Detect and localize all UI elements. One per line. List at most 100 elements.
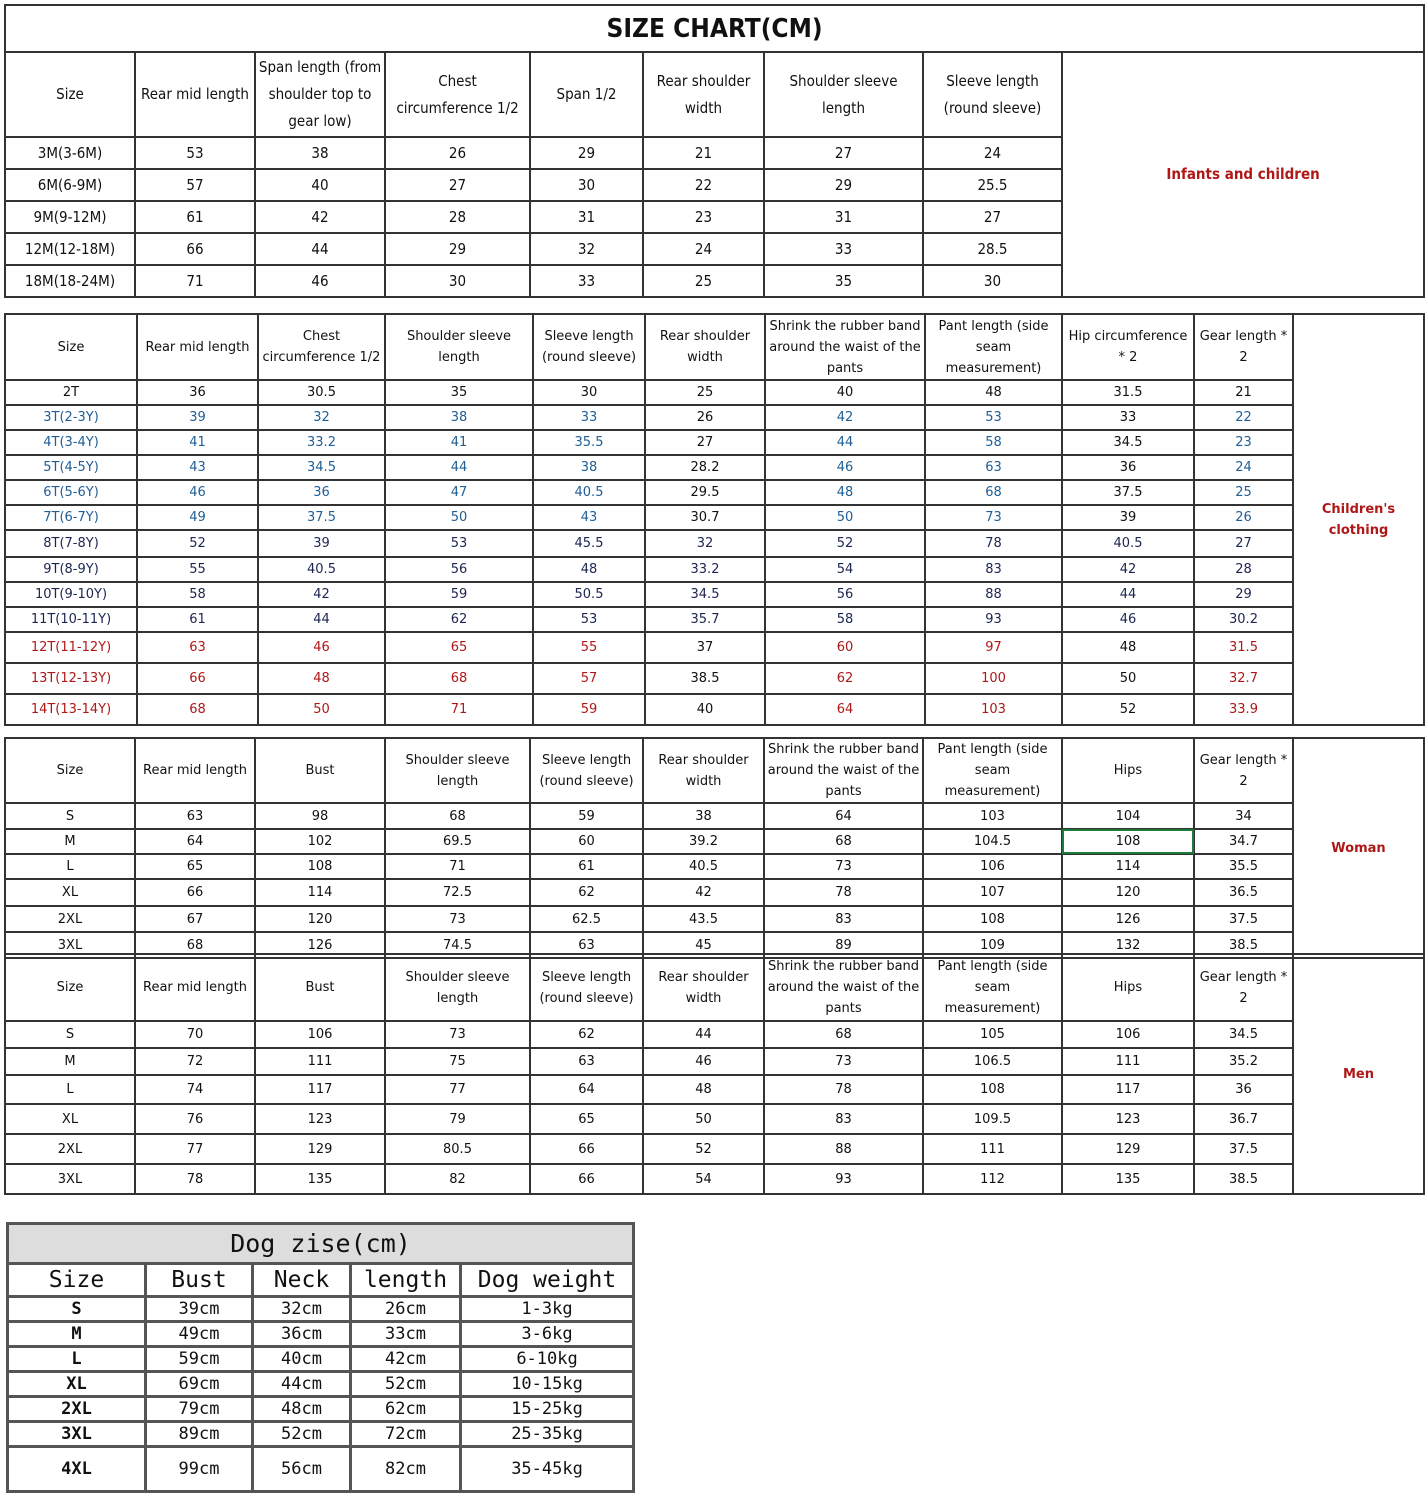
table-cell: 62 [529, 878, 644, 907]
table-cell: 23 [1193, 429, 1294, 456]
table-cell: 80.5 [384, 1133, 531, 1165]
table-cell: 77 [134, 1133, 256, 1165]
table-cell: 34.5 [257, 454, 386, 481]
table-cell: 42 [642, 878, 765, 907]
table-cell: 64 [529, 1074, 644, 1105]
table-cell: 40.5 [642, 853, 765, 880]
table-cell: 50 [257, 693, 386, 726]
column-header: Gear length * 2 [1193, 737, 1294, 804]
table-cell: 35.7 [644, 606, 766, 633]
table-cell: 44 [254, 232, 386, 266]
table-cell: 26 [1193, 504, 1294, 531]
table-cell: 38 [384, 404, 534, 431]
header-row: Size Rear mid length Bust Shoulder sleeve l… [4, 737, 1425, 959]
table-cell: 68 [763, 828, 924, 855]
table-cell: 40 [644, 693, 766, 726]
size-cell: 2XL [4, 1133, 136, 1165]
table-cell: 114 [254, 878, 386, 907]
table-cell: 39 [136, 404, 259, 431]
table-cell: 64 [134, 828, 256, 855]
table-cell: 68 [384, 802, 531, 830]
column-header: Sleeve length (round sleeve) [529, 953, 644, 1022]
title-row: SIZE CHART(CM) [3, 4, 1426, 53]
table-cell: 32 [257, 404, 386, 431]
table-cell: 58 [924, 429, 1063, 456]
table-row: 12M(12-18M) 66 44 29 32 24 33 28.5 [4, 232, 1424, 266]
table-cell: 54 [764, 556, 926, 583]
table-cell: 34 [1193, 802, 1294, 830]
table-cell: 53 [924, 404, 1063, 431]
table-cell: 109.5 [922, 1103, 1063, 1135]
table-cell: 73 [384, 905, 531, 933]
table-cell: 40.5 [532, 479, 646, 506]
selected-cell[interactable]: 108 [1061, 828, 1195, 855]
table-cell: 78 [763, 878, 924, 907]
table-cell: 46 [136, 479, 259, 506]
table-cell: 35.5 [1193, 853, 1294, 880]
table-cell: 65 [134, 853, 256, 880]
table-row: 2XL 77 129 80.5 66 52 88 111 129 37.5 [4, 1133, 1424, 1165]
column-header: Gear length * 2 [1193, 953, 1294, 1022]
table-cell: 55 [136, 556, 259, 583]
table-cell: 44 [642, 1020, 765, 1049]
header-row: Size Bust Neck length Dog weight [6, 1262, 636, 1298]
size-cell: 4T(3-4Y) [4, 429, 138, 456]
table-cell: 62 [529, 1020, 644, 1049]
table-cell: 38 [532, 454, 646, 481]
table-cell: 33 [529, 264, 644, 298]
table-cell: 1-3kg [458, 1295, 636, 1323]
size-cell: 14T(13-14Y) [4, 693, 138, 726]
table-cell: 35-45kg [458, 1445, 636, 1493]
table-row: XL 76 123 79 65 50 83 109.5 123 36.7 [4, 1103, 1424, 1135]
table-cell: 29 [384, 232, 531, 266]
table-cell: 28.5 [922, 232, 1063, 266]
table-cell: 35.5 [532, 429, 646, 456]
table-row: L 59cm 40cm 42cm 6-10kg [6, 1345, 636, 1373]
table-cell: 65 [384, 631, 534, 664]
table-cell: 52 [136, 529, 259, 558]
table-cell: 34.7 [1193, 828, 1294, 855]
section-label-infants: Infants and children [1060, 51, 1426, 298]
table-row: 8T(7-8Y) 52 39 53 45.5 32 52 78 40.5 27 [4, 529, 1424, 558]
dog-table-title: Dog zise(cm) [5, 1222, 636, 1265]
size-cell: 18M(18-24M) [4, 264, 136, 298]
table-cell: 66 [529, 1163, 644, 1195]
table-row: L 65 108 71 61 40.5 73 106 114 35.5 [4, 853, 1424, 880]
size-cell: 8T(7-8Y) [4, 529, 138, 558]
table-row: 2T 36 30.5 35 30 25 40 48 31.5 21 [4, 379, 1424, 406]
column-header: Sleeve length (round sleeve) [529, 737, 644, 804]
column-header: Size [4, 953, 136, 1022]
table-cell: 34.5 [1061, 429, 1195, 456]
table-cell: 58 [764, 606, 926, 633]
table-cell: 35.2 [1193, 1047, 1294, 1076]
table-cell: 78 [134, 1163, 256, 1195]
size-cell: M [4, 1047, 136, 1076]
column-header: Pant length (side seam measurement) [922, 953, 1063, 1022]
table-cell: 83 [763, 1103, 924, 1135]
table-cell: 25 [1193, 479, 1294, 506]
column-header: Bust [254, 953, 386, 1022]
table-cell: 73 [763, 853, 924, 880]
table-cell: 72.5 [384, 878, 531, 907]
table-cell: 123 [254, 1103, 386, 1135]
table-cell: 60 [764, 631, 926, 664]
size-cell: L [6, 1345, 147, 1373]
size-cell: 2T [4, 379, 138, 406]
table-cell: 52 [1061, 693, 1195, 726]
column-header: Span length (from shoulder top to gear l… [254, 51, 386, 138]
table-cell: 22 [1193, 404, 1294, 431]
table-cell: 27 [1193, 529, 1294, 558]
table-row: 12T(11-12Y) 63 46 65 55 37 60 97 48 31.5 [4, 631, 1424, 664]
column-header: Hips [1061, 953, 1195, 1022]
table-cell: 64 [763, 802, 924, 830]
table-cell: 22 [642, 168, 765, 202]
table-cell: 30 [384, 264, 531, 298]
table-row: S 63 98 68 59 38 64 103 104 34 [4, 802, 1424, 830]
table-cell: 100 [924, 662, 1063, 695]
column-header: Hips [1061, 737, 1195, 804]
table-cell: 106 [254, 1020, 386, 1049]
table-cell: 29.5 [644, 479, 766, 506]
column-header: Rear shoulder width [642, 737, 765, 804]
table-cell: 29 [529, 136, 644, 170]
table-cell: 41 [136, 429, 259, 456]
